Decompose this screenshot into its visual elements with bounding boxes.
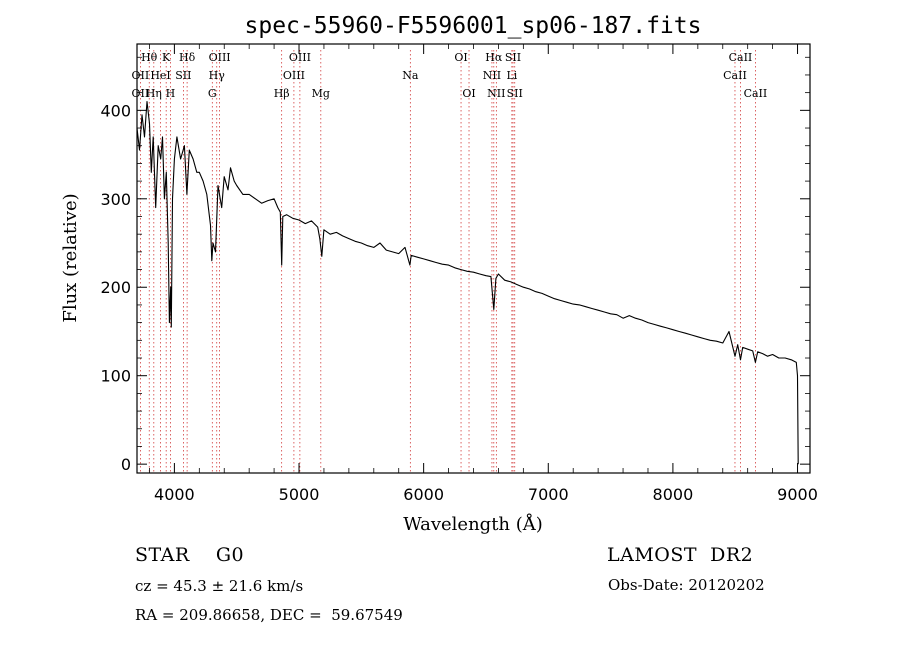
y-tick-label: 200 xyxy=(100,278,131,297)
line-label: Hθ xyxy=(141,51,158,64)
line-label: OIII xyxy=(283,69,305,82)
line-label: OI xyxy=(462,87,475,100)
y-axis-ticks: 0 100 200 300 400 xyxy=(100,56,810,474)
line-label: OIII xyxy=(289,51,311,64)
line-label: HeI xyxy=(150,69,170,82)
y-tick-label: 300 xyxy=(100,190,131,209)
line-label: Hη xyxy=(146,87,162,100)
line-label: K xyxy=(162,51,171,64)
line-label: OIII xyxy=(209,51,231,64)
line-label: OI xyxy=(454,51,467,64)
line-label: CaII xyxy=(729,51,753,64)
object-class: STAR G0 xyxy=(135,544,244,566)
line-label: NII xyxy=(483,69,501,82)
x-tick-label: 9000 xyxy=(777,485,818,504)
x-tick-label: 7000 xyxy=(528,485,569,504)
line-label: G xyxy=(208,87,217,100)
line-label: H xyxy=(166,87,176,100)
line-label: SII xyxy=(507,87,523,100)
line-label: SII xyxy=(505,51,521,64)
x-axis-ticks: 4000 5000 6000 7000 8000 9000 xyxy=(149,44,818,504)
y-tick-label: 400 xyxy=(100,101,131,120)
line-label: CaII xyxy=(744,87,768,100)
line-label: Mg xyxy=(312,87,330,100)
line-label: OII xyxy=(132,87,150,100)
line-label: Hβ xyxy=(274,87,290,100)
line-label: Li xyxy=(506,69,517,82)
line-label: SII xyxy=(175,69,191,82)
line-label: CaII xyxy=(723,69,747,82)
chart-title: spec-55960-F5596001_sp06-187.fits xyxy=(245,13,702,39)
line-label: Na xyxy=(402,69,419,82)
survey-name: LAMOST DR2 xyxy=(607,544,753,566)
spectrum-line-0 xyxy=(136,100,799,465)
line-label: Hδ xyxy=(179,51,196,64)
line-label: Hα xyxy=(485,51,503,64)
x-tick-label: 5000 xyxy=(279,485,320,504)
observation-date: Obs-Date: 20120202 xyxy=(608,576,765,594)
line-label: OII xyxy=(132,69,150,82)
plot-frame xyxy=(136,43,811,474)
line-label: NII xyxy=(487,87,505,100)
x-tick-label: 4000 xyxy=(154,485,195,504)
y-tick-label: 0 xyxy=(121,455,131,474)
emission-line-markers xyxy=(140,50,756,473)
y-tick-label: 100 xyxy=(100,367,131,386)
redshift-velocity: cz = 45.3 ± 21.6 km/s xyxy=(135,577,303,595)
y-axis-label: Flux (relative) xyxy=(60,193,81,322)
spectrum-series xyxy=(136,100,799,465)
x-tick-label: 8000 xyxy=(653,485,694,504)
line-label: Hγ xyxy=(209,69,226,82)
x-tick-label: 6000 xyxy=(403,485,444,504)
coordinates: RA = 209.86658, DEC = 59.67549 xyxy=(135,606,403,624)
x-axis-label: Wavelength (Å) xyxy=(403,513,543,535)
